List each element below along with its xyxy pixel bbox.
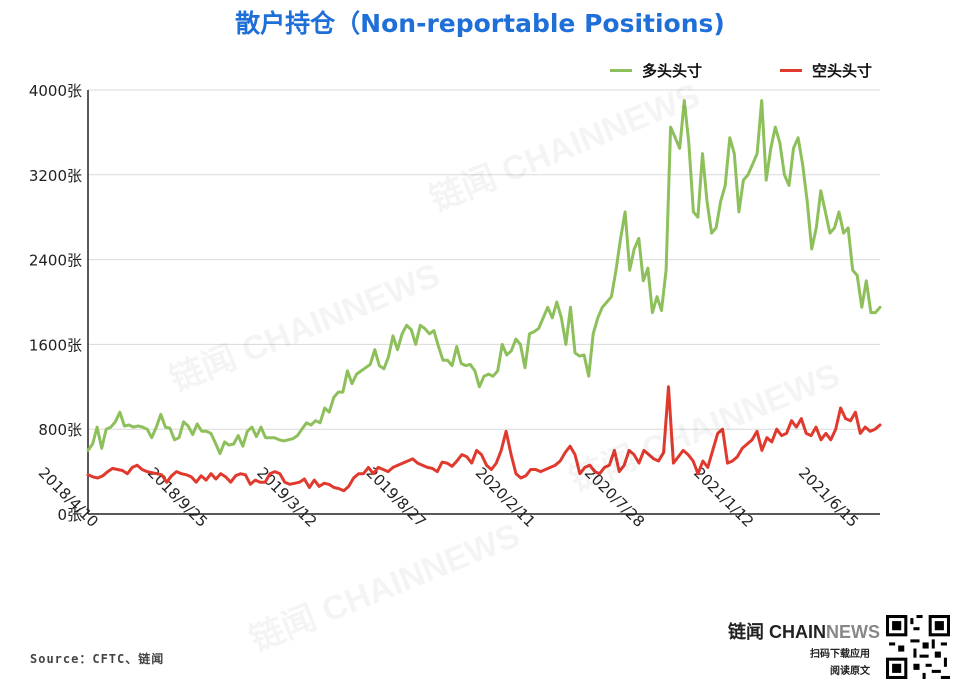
qr-code-icon[interactable] [886,615,950,679]
legend-short-label: 空头头寸 [812,62,873,80]
brand-en-a: CHAIN [769,622,827,642]
chart-title: 散户持仓（Non-reportable Positions) [235,9,725,38]
x-tick-label: 2019/3/12 [253,464,320,531]
series-line-0 [86,99,882,456]
legend-short: 空头头寸 [780,60,872,81]
legend-long: 多头头寸 [610,60,702,81]
y-tick-label: 2400张 [29,252,82,270]
y-tick-label: 0张 [57,506,82,524]
brand-sub-download: 扫码下载应用 [810,649,870,660]
x-tick-label: 2021/1/12 [690,464,757,531]
y-tick-label: 4000张 [29,82,82,100]
series-line-1 [86,385,882,493]
legend-long-swatch [610,69,632,72]
brand-sub-read: 阅读原文 [830,666,870,677]
y-tick-label: 3200张 [29,167,82,185]
source-note: Source：CFTC、链闻 [30,652,165,666]
brand-logo: 链闻 CHAINNEWS [728,618,880,644]
brand-en-b: NEWS [826,622,881,642]
brand-cn: 链闻 [728,622,764,642]
x-tick-label: 2020/7/28 [581,464,648,531]
x-tick-label: 2021/6/15 [795,464,862,531]
y-tick-label: 800张 [38,421,82,439]
legend-short-swatch [780,69,802,72]
y-tick-label: 1600张 [29,336,82,354]
legend-long-label: 多头头寸 [642,62,703,80]
